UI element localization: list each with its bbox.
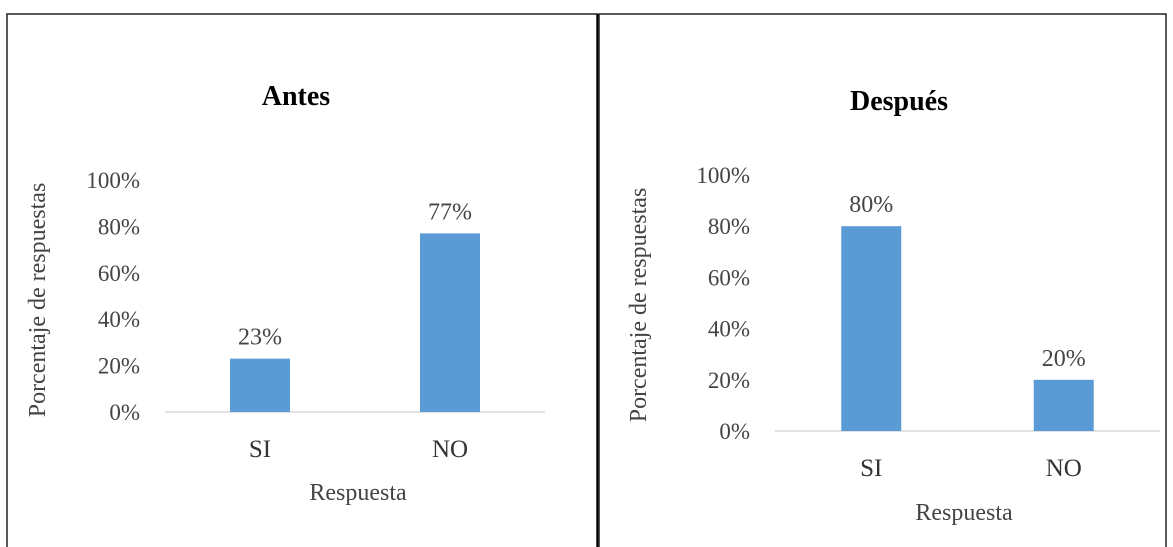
y-tick-label: 20% xyxy=(708,368,750,393)
y-axis-title: Porcentaje de respuestas xyxy=(626,188,652,423)
chart-title: Después xyxy=(850,86,948,117)
bar-no xyxy=(1033,379,1094,431)
panel-frame-despues xyxy=(598,13,1167,547)
y-tick-label: 80% xyxy=(708,214,750,239)
y-tick-label: 60% xyxy=(98,261,140,286)
y-tick-label: 60% xyxy=(708,265,750,290)
y-tick-label: 100% xyxy=(86,168,140,193)
x-tick-label: SI xyxy=(249,436,271,463)
y-tick-label: 40% xyxy=(708,317,750,342)
bar-si xyxy=(230,358,290,412)
x-axis-title: Respuesta xyxy=(915,500,1013,526)
x-tick-label: SI xyxy=(860,455,882,482)
chart-title: Antes xyxy=(262,81,331,112)
y-tick-label: 100% xyxy=(696,163,750,188)
y-tick-label: 0% xyxy=(109,400,140,425)
chart-despues: Después Porcentaje de respuestas Respues… xyxy=(626,86,1160,526)
x-axis-title: Respuesta xyxy=(309,480,407,506)
y-tick-label: 40% xyxy=(98,307,140,332)
x-tick-label: NO xyxy=(1046,455,1082,482)
bar-no xyxy=(420,233,480,412)
data-label: 77% xyxy=(428,199,472,225)
y-tick-label: 20% xyxy=(98,354,140,379)
x-tick-label: NO xyxy=(432,436,468,463)
y-tick-label: 80% xyxy=(98,214,140,239)
bar-si xyxy=(841,226,902,431)
chart-antes: Antes Porcentaje de respuestas Respuesta… xyxy=(25,81,545,506)
y-axis-title: Porcentaje de respuestas xyxy=(25,183,51,418)
data-label: 20% xyxy=(1042,346,1086,372)
y-tick-label: 0% xyxy=(719,419,750,444)
data-label: 80% xyxy=(849,192,893,218)
data-label: 23% xyxy=(238,325,282,351)
